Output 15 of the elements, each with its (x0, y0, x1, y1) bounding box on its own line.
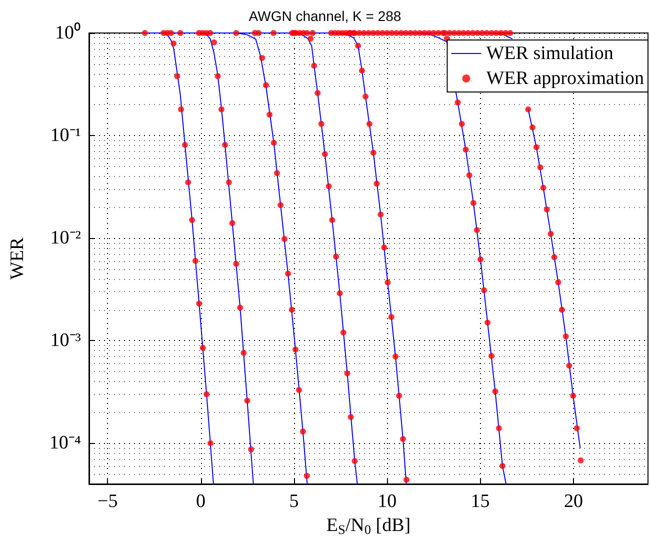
y-tick-label: 10⁰ (55, 22, 81, 44)
y-tick-label: 10⁻⁴ (49, 432, 82, 454)
x-tick-label: 5 (289, 491, 299, 512)
x-tick-label: 10 (378, 491, 397, 512)
y-tick-label: 10⁻¹ (50, 125, 82, 146)
x-tick-label: 15 (470, 491, 490, 512)
legend-label: WER simulation (486, 43, 614, 64)
x-tick-label: −5 (98, 491, 118, 512)
y-tick-label: 10⁻³ (50, 330, 82, 352)
legend-label: WER approximation (486, 68, 644, 89)
y-axis-title: WER (7, 237, 28, 280)
x-tick-label: 0 (196, 491, 206, 512)
x-tick-label: 20 (564, 491, 583, 512)
y-tick-label: 10⁻² (50, 228, 82, 249)
chart-title: AWGN channel, K = 288 (248, 8, 402, 24)
